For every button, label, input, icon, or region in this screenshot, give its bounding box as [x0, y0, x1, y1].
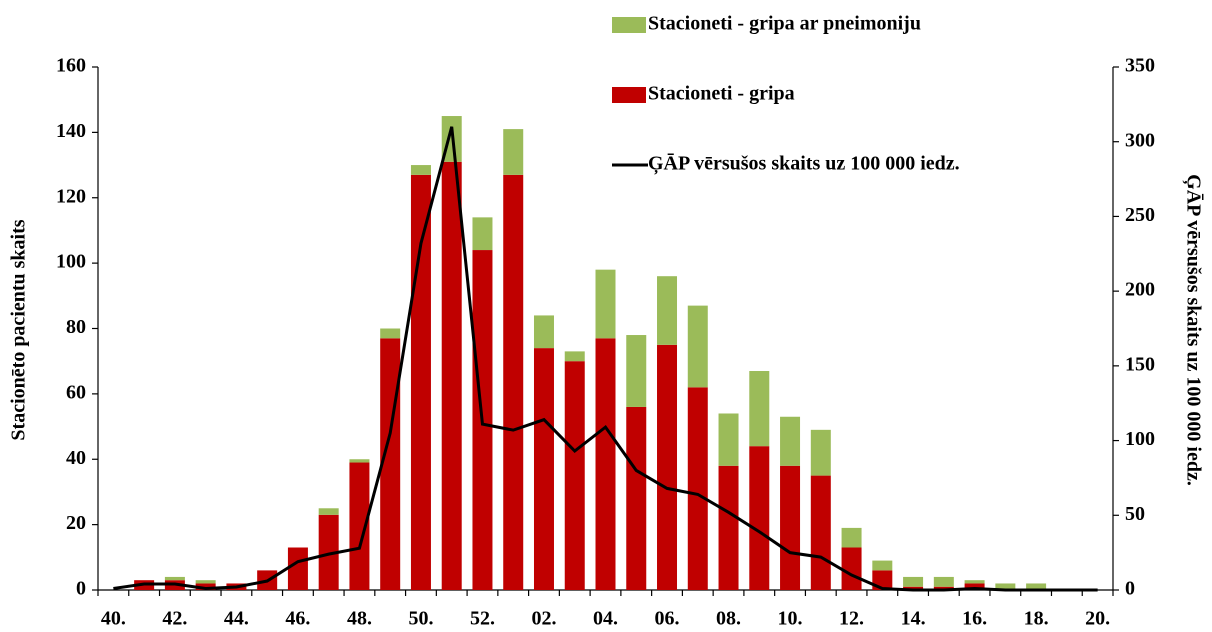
bar-segment — [903, 586, 924, 590]
bar-segment — [903, 576, 924, 587]
y-tick-label: 80 — [66, 316, 86, 338]
y2-tick-label: 250 — [1125, 204, 1155, 226]
bar-segment — [626, 335, 647, 407]
legend-label: ĢĀP vērsušos skaits uz 100 000 iedz. — [648, 153, 960, 176]
line-series — [113, 126, 1098, 592]
bar-segment — [687, 387, 708, 590]
bar-segment — [472, 217, 493, 251]
x-tick-label: 12. — [839, 608, 864, 630]
bar-segment — [626, 406, 647, 590]
bar-segment — [564, 351, 585, 362]
y-tick-label: 140 — [56, 120, 86, 142]
legend-swatch — [612, 87, 646, 103]
bar-segment — [349, 459, 370, 463]
bar-segment — [872, 560, 893, 571]
bar-segment — [503, 174, 524, 590]
bar-segment — [718, 465, 739, 590]
y2-tick-label: 0 — [1125, 578, 1135, 600]
bar-segment — [195, 580, 216, 584]
bar-segment — [749, 446, 770, 590]
bar-segment — [810, 475, 831, 590]
x-tick-label: 16. — [962, 608, 987, 630]
bar-segment — [410, 174, 431, 590]
x-tick-label: 14. — [901, 608, 926, 630]
bar-segment — [933, 576, 954, 587]
bar-segment — [718, 413, 739, 466]
y2-tick-label: 100 — [1125, 428, 1155, 450]
bar-segment — [441, 161, 462, 590]
bar-segment — [595, 269, 616, 339]
x-tick-label: 42. — [162, 608, 187, 630]
x-tick-label: 46. — [285, 608, 310, 630]
y2-tick-label: 350 — [1125, 55, 1155, 77]
x-tick-label: 20. — [1085, 608, 1110, 630]
bar-segment — [503, 129, 524, 175]
bar-segment — [780, 465, 801, 590]
x-tick-label: 04. — [593, 608, 618, 630]
y-tick-label: 60 — [66, 381, 86, 403]
y2-tick-label: 50 — [1125, 503, 1145, 525]
x-tick-label: 08. — [716, 608, 741, 630]
x-tick-label: 50. — [408, 608, 433, 630]
bar-segment — [841, 527, 862, 548]
bar-segment — [533, 315, 554, 349]
y2-tick-label: 300 — [1125, 129, 1155, 151]
bar-segment — [349, 462, 370, 590]
x-tick-label: 10. — [778, 608, 803, 630]
y2-tick-label: 150 — [1125, 353, 1155, 375]
x-tick-label: 48. — [347, 608, 372, 630]
bar-segment — [164, 576, 185, 581]
bar-segment — [657, 276, 678, 345]
y-tick-label: 160 — [56, 55, 86, 77]
y-tick-label: 100 — [56, 251, 86, 273]
bar-segment — [287, 547, 308, 590]
y-axis-title: Stacionēto pacientu skaits — [8, 219, 30, 440]
bar-segment — [964, 580, 985, 584]
bar-segment — [964, 583, 985, 590]
bar-segment — [749, 370, 770, 447]
bar-segment — [318, 508, 339, 515]
y-tick-label: 0 — [76, 578, 86, 600]
x-tick-label: 40. — [101, 608, 126, 630]
x-tick-label: 52. — [470, 608, 495, 630]
bar-segment — [1026, 583, 1047, 590]
bar-segment — [841, 547, 862, 590]
bar-segment — [933, 586, 954, 590]
bar-segment — [810, 429, 831, 476]
bar-segment — [780, 416, 801, 466]
legend-swatch — [612, 17, 646, 33]
y2-tick-label: 200 — [1125, 279, 1155, 301]
y2-axis-title: ĢĀP vērsušos skaits uz 100 000 iedz. — [1181, 174, 1204, 486]
bar-segment — [657, 344, 678, 590]
y-tick-label: 40 — [66, 447, 86, 469]
bar-segment — [595, 338, 616, 590]
bar-segment — [533, 348, 554, 590]
legend-label: Stacioneti - gripa — [648, 83, 795, 105]
x-tick-label: 44. — [224, 608, 249, 630]
x-tick-label: 06. — [655, 608, 680, 630]
bar-segment — [564, 361, 585, 590]
bar-segment — [195, 583, 216, 590]
x-tick-label: 02. — [531, 608, 556, 630]
bar-segment — [995, 583, 1016, 590]
bar-segment — [318, 514, 339, 590]
bar-segment — [380, 328, 401, 339]
legend-label: Stacioneti - gripa ar pneimoniju — [648, 13, 921, 35]
bar-segment — [410, 165, 431, 175]
y-tick-label: 20 — [66, 512, 86, 534]
y-tick-label: 120 — [56, 185, 86, 207]
x-tick-label: 18. — [1024, 608, 1049, 630]
bar-segment — [687, 305, 708, 388]
